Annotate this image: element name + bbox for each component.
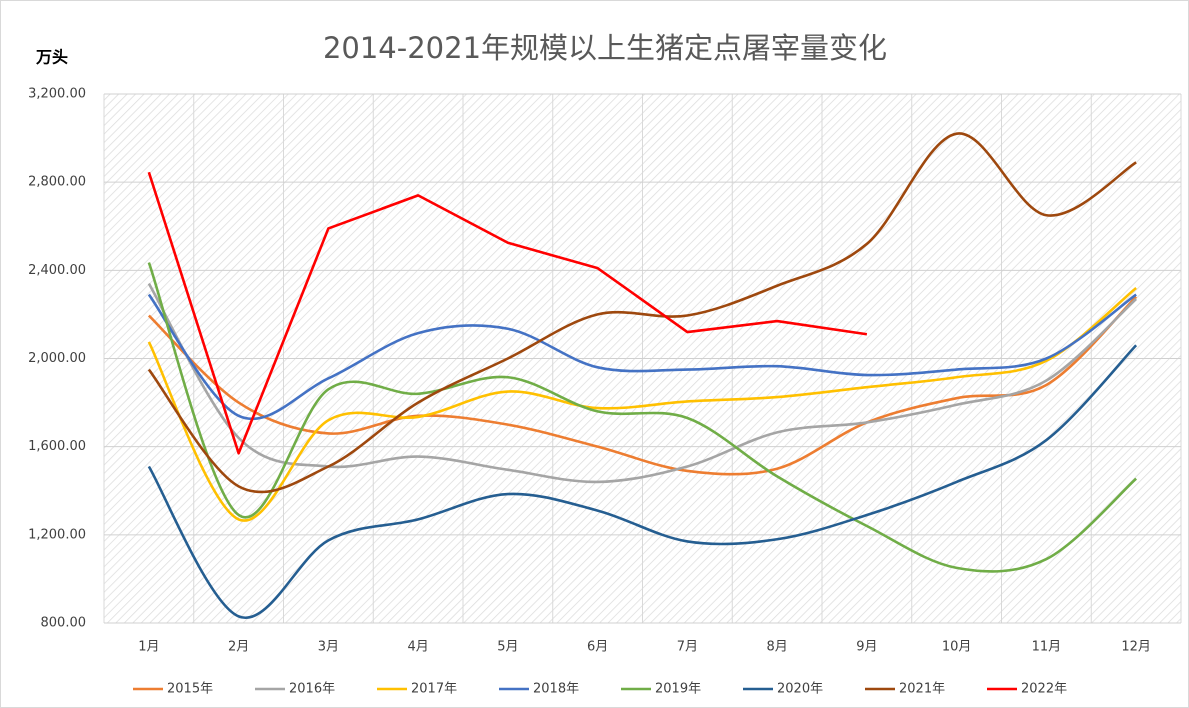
series-line [147, 295, 1138, 476]
legend-label: 2021年 [899, 682, 945, 697]
x-tick-label: 1月 [138, 640, 159, 655]
x-tick-label: 5月 [497, 640, 518, 655]
y-tick-label: 2,800.00 [28, 175, 86, 190]
legend-label: 2017年 [411, 682, 457, 697]
x-tick-label: 11月 [1032, 640, 1062, 655]
x-tick-label: 12月 [1121, 640, 1151, 655]
y-axis-label: 万头 [35, 48, 68, 67]
series-line [147, 286, 1137, 522]
x-tick-label: 3月 [318, 640, 339, 655]
y-tick-label: 1,600.00 [28, 439, 86, 454]
series-line [147, 171, 868, 455]
x-tick-label: 6月 [587, 640, 608, 655]
x-tick-label: 8月 [766, 640, 787, 655]
series-line [147, 293, 1137, 421]
x-tick-label: 9月 [856, 640, 877, 655]
y-tick-label: 3,200.00 [28, 87, 86, 102]
legend-label: 2022年 [1021, 682, 1067, 697]
x-tick-label: 2月 [228, 640, 249, 655]
series-line [147, 262, 1137, 573]
y-tick-label: 1,200.00 [28, 527, 86, 542]
x-tick-label: 4月 [407, 640, 428, 655]
x-tick-label: 7月 [677, 640, 698, 655]
legend-label: 2015年 [167, 682, 213, 697]
series-line [147, 344, 1138, 620]
y-tick-label: 2,400.00 [28, 263, 86, 278]
legend-label: 2016年 [289, 682, 335, 697]
y-tick-label: 800.00 [41, 616, 87, 631]
x-tick-label: 10月 [942, 640, 972, 655]
legend-label: 2018年 [533, 682, 579, 697]
y-tick-label: 2,000.00 [28, 351, 86, 366]
series-line [147, 132, 1137, 494]
series-line [147, 282, 1138, 484]
chart-title: 2014-2021年规模以上生猪定点屠宰量变化 [323, 31, 887, 65]
legend-label: 2020年 [777, 682, 823, 697]
legend-label: 2019年 [655, 682, 701, 697]
